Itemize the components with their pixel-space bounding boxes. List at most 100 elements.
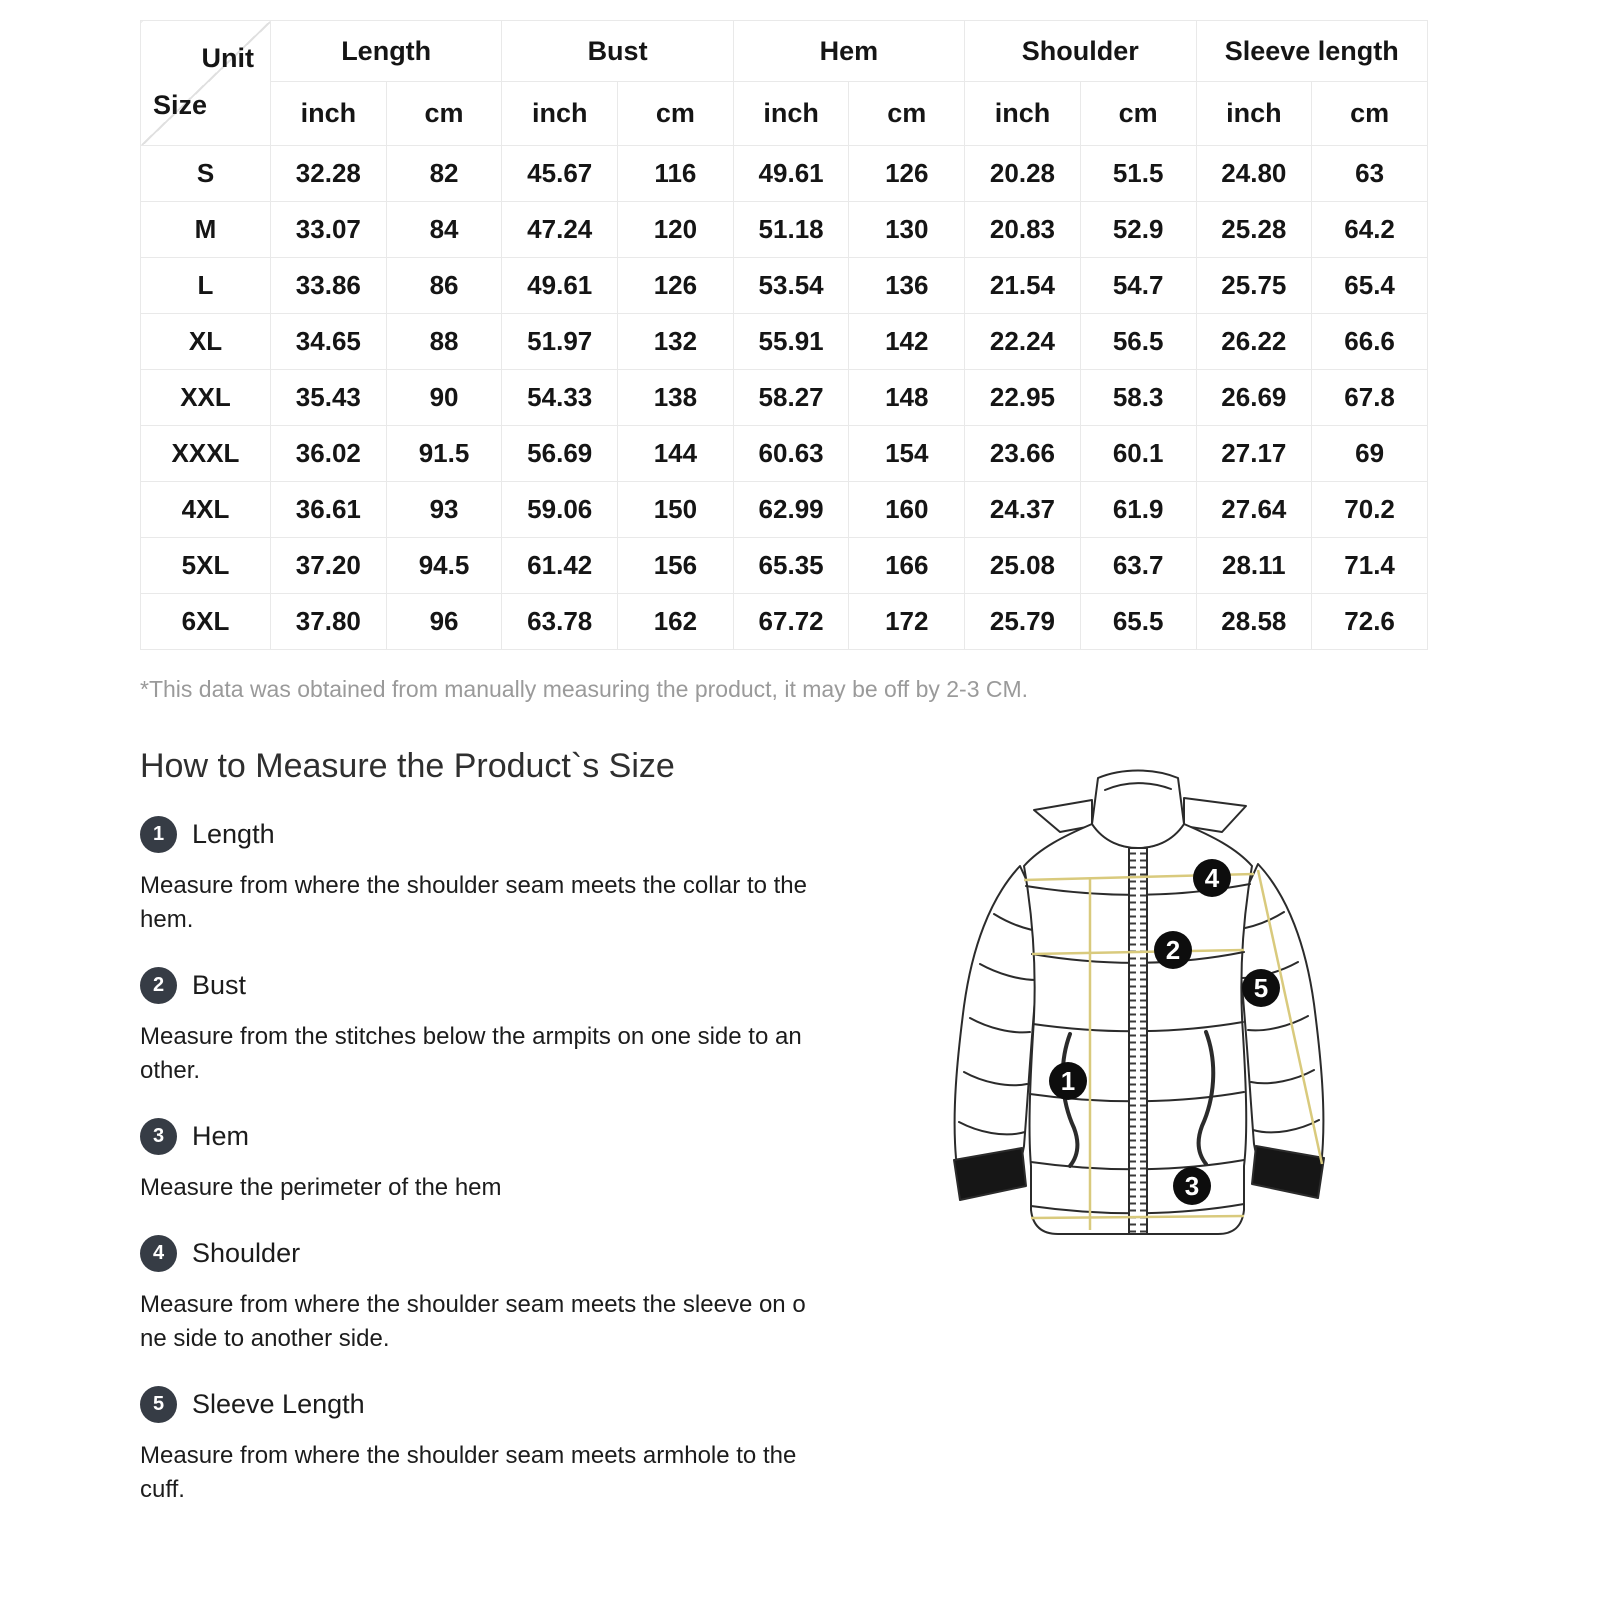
- step-description: Measure from where the shoulder seam mee…: [140, 1291, 806, 1352]
- size-value-cell: 138: [617, 369, 734, 426]
- size-value-cell: 58.27: [732, 369, 850, 426]
- size-label-cell: L: [140, 257, 271, 314]
- step-description: Measure the perimeter of the hem: [140, 1174, 502, 1201]
- step-description: Measure from the stitches below the armp…: [140, 1023, 802, 1084]
- size-value-cell: 32.28: [270, 145, 387, 202]
- table-row: L 33.86 86 49.61 126 53.54 136 21.54 54.7 25.75 6…: [140, 257, 1428, 314]
- column-group-sleeve-length: Sleeve length: [1195, 20, 1428, 82]
- measure-guide-lines: [1023, 869, 1324, 1230]
- size-value-cell: 61.9: [1079, 481, 1197, 538]
- jacket-zipper: [1128, 847, 1148, 1235]
- size-label-cell: 4XL: [140, 481, 271, 538]
- unit-header: cm: [1311, 81, 1428, 146]
- size-value-cell: 53.54: [732, 257, 850, 314]
- size-value-cell: 120: [617, 201, 734, 258]
- size-value-cell: 154: [848, 425, 966, 482]
- diagram-marker-1: 1: [1049, 1062, 1087, 1100]
- table-row: S 32.28 82 45.67 116 49.61 126 20.28 51.5 24.80 6…: [140, 145, 1428, 202]
- size-value-cell: 25.75: [1195, 257, 1313, 314]
- step-number-badge: 1: [140, 816, 177, 853]
- size-value-cell: 63: [1311, 145, 1428, 202]
- diagram-marker-4: 4: [1193, 859, 1231, 897]
- size-value-cell: 52.9: [1079, 201, 1197, 258]
- table-row: 5XL 37.20 94.5 61.42 156 65.35 166 25.08 63.7 28…: [140, 537, 1428, 594]
- size-value-cell: 59.06: [501, 481, 619, 538]
- size-value-cell: 166: [848, 537, 966, 594]
- size-value-cell: 126: [617, 257, 734, 314]
- size-value-cell: 64.2: [1311, 201, 1428, 258]
- size-value-cell: 54.33: [501, 369, 619, 426]
- size-value-cell: 72.6: [1311, 593, 1428, 650]
- size-value-cell: 96: [385, 593, 503, 650]
- size-label-cell: S: [140, 145, 271, 202]
- size-value-cell: 60.1: [1079, 425, 1197, 482]
- size-value-cell: 26.69: [1195, 369, 1313, 426]
- size-table-body: S 32.28 82 45.67 116 49.61 126 20.28 51.5 24.80 6…: [140, 145, 1428, 650]
- size-value-cell: 23.66: [964, 425, 1081, 482]
- step-label: Length: [192, 819, 275, 849]
- size-value-cell: 67.8: [1311, 369, 1428, 426]
- size-value-cell: 148: [848, 369, 966, 426]
- svg-text:5: 5: [1254, 973, 1268, 1003]
- step-header: 3 Hem: [140, 1118, 860, 1155]
- size-value-cell: 25.08: [964, 537, 1081, 594]
- size-value-cell: 36.02: [270, 425, 387, 482]
- size-value-cell: 24.80: [1195, 145, 1313, 202]
- column-group-length: Length: [269, 20, 503, 82]
- measure-step: 3 Hem Measure the perimeter of the hem: [140, 1118, 860, 1205]
- size-label-cell: XL: [140, 313, 271, 370]
- size-value-cell: 28.58: [1195, 593, 1313, 650]
- table-row: XXXL 36.02 91.5 56.69 144 60.63 154 23.66 60.1 2…: [140, 425, 1428, 482]
- size-value-cell: 63.78: [501, 593, 619, 650]
- measure-step: 4 Shoulder Measure from where the should…: [140, 1235, 860, 1356]
- measure-steps-list: 1 Length Measure from where the shoulder…: [140, 816, 860, 1507]
- size-value-cell: 24.37: [964, 481, 1081, 538]
- svg-text:3: 3: [1185, 1171, 1199, 1201]
- size-value-cell: 162: [617, 593, 734, 650]
- step-header: 4 Shoulder: [140, 1235, 860, 1272]
- size-value-cell: 22.95: [964, 369, 1081, 426]
- size-table-header: Unit Size Length Bust Hem Shoulder Sleev…: [140, 20, 1428, 146]
- table-row: M 33.07 84 47.24 120 51.18 130 20.83 52.9 25.28 6…: [140, 201, 1428, 258]
- size-value-cell: 150: [617, 481, 734, 538]
- size-value-cell: 142: [848, 313, 966, 370]
- size-value-cell: 116: [617, 145, 734, 202]
- size-value-cell: 63.7: [1079, 537, 1197, 594]
- diagram-marker-3: 3: [1173, 1167, 1211, 1205]
- measure-step: 2 Bust Measure from the stitches below t…: [140, 967, 860, 1088]
- size-value-cell: 82: [385, 145, 503, 202]
- column-group-hem: Hem: [732, 20, 966, 82]
- corner-size-label: Size: [153, 90, 208, 120]
- step-label: Shoulder: [192, 1238, 301, 1268]
- svg-text:4: 4: [1205, 863, 1220, 893]
- size-value-cell: 86: [385, 257, 503, 314]
- size-value-cell: 67.72: [732, 593, 850, 650]
- size-value-cell: 37.20: [270, 537, 387, 594]
- size-value-cell: 56.69: [501, 425, 619, 482]
- step-label: Hem: [192, 1121, 250, 1151]
- size-value-cell: 28.11: [1195, 537, 1313, 594]
- size-label-cell: XXL: [140, 369, 271, 426]
- size-value-cell: 136: [848, 257, 966, 314]
- column-group-shoulder: Shoulder: [964, 20, 1197, 82]
- size-value-cell: 58.3: [1079, 369, 1197, 426]
- measure-step: 5 Sleeve Length Measure from where the s…: [140, 1386, 860, 1507]
- unit-header: inch: [732, 81, 850, 146]
- size-value-cell: 51.5: [1079, 145, 1197, 202]
- size-value-cell: 91.5: [385, 425, 503, 482]
- diagram-marker-2: 2: [1154, 931, 1192, 969]
- size-value-cell: 51.97: [501, 313, 619, 370]
- size-value-cell: 62.99: [732, 481, 850, 538]
- unit-header: inch: [964, 81, 1081, 146]
- diagram-markers: 1 2 3 4 5: [1049, 859, 1280, 1205]
- step-number-badge: 2: [140, 967, 177, 1004]
- size-value-cell: 90: [385, 369, 503, 426]
- size-value-cell: 172: [848, 593, 966, 650]
- step-header: 1 Length: [140, 816, 860, 853]
- measure-step: 1 Length Measure from where the shoulder…: [140, 816, 860, 937]
- column-group-bust: Bust: [501, 20, 734, 82]
- jacket-illustration: 1 2 3 4 5: [953, 769, 1325, 1235]
- size-value-cell: 22.24: [964, 313, 1081, 370]
- size-value-cell: 65.5: [1079, 593, 1197, 650]
- unit-header: cm: [617, 81, 734, 146]
